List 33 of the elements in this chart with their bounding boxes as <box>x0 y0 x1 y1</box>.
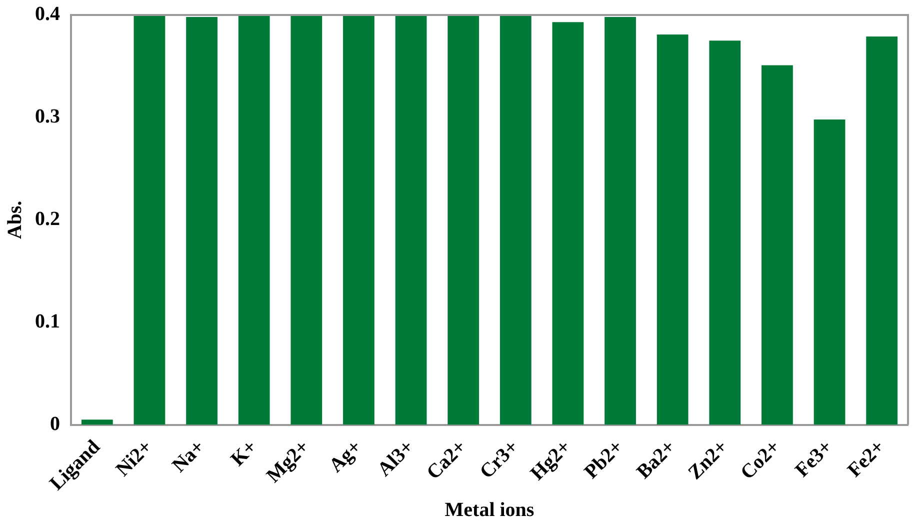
bar <box>656 34 688 425</box>
bar <box>448 15 480 425</box>
bar <box>81 420 113 425</box>
x-tick-label: Al3+ <box>373 436 418 481</box>
bar <box>500 15 532 425</box>
bar <box>709 40 741 425</box>
bar <box>762 65 793 425</box>
y-tick-label: 0.4 <box>35 3 60 26</box>
y-tick-label: 0.1 <box>35 310 60 333</box>
x-tick-label: Co2+ <box>736 436 784 484</box>
bar <box>186 17 218 425</box>
bar <box>552 22 584 425</box>
bar <box>343 15 374 425</box>
bar <box>238 15 270 425</box>
x-tick-label: Cr3+ <box>476 436 523 484</box>
bar <box>866 36 898 425</box>
y-tick-label: 0.2 <box>35 208 60 230</box>
x-axis-title: Metal ions <box>444 499 534 522</box>
x-tick-label: Fe3+ <box>791 436 837 482</box>
x-tick-label: K+ <box>226 436 262 471</box>
x-tick-label: Ag+ <box>325 436 366 477</box>
x-tick-label: Ca2+ <box>422 436 471 484</box>
bar <box>395 15 427 425</box>
bar <box>814 120 846 425</box>
x-tick-label: Na+ <box>168 436 209 477</box>
x-tick-label: Ni2+ <box>112 436 157 481</box>
y-tick-label: 0.3 <box>35 106 60 128</box>
x-tick-label: Fe2+ <box>843 436 890 482</box>
bar <box>134 15 166 425</box>
y-tick-label: 0 <box>50 412 60 435</box>
bar <box>290 15 322 425</box>
y-axis-title: Abs. <box>4 200 26 240</box>
bar <box>604 17 636 425</box>
